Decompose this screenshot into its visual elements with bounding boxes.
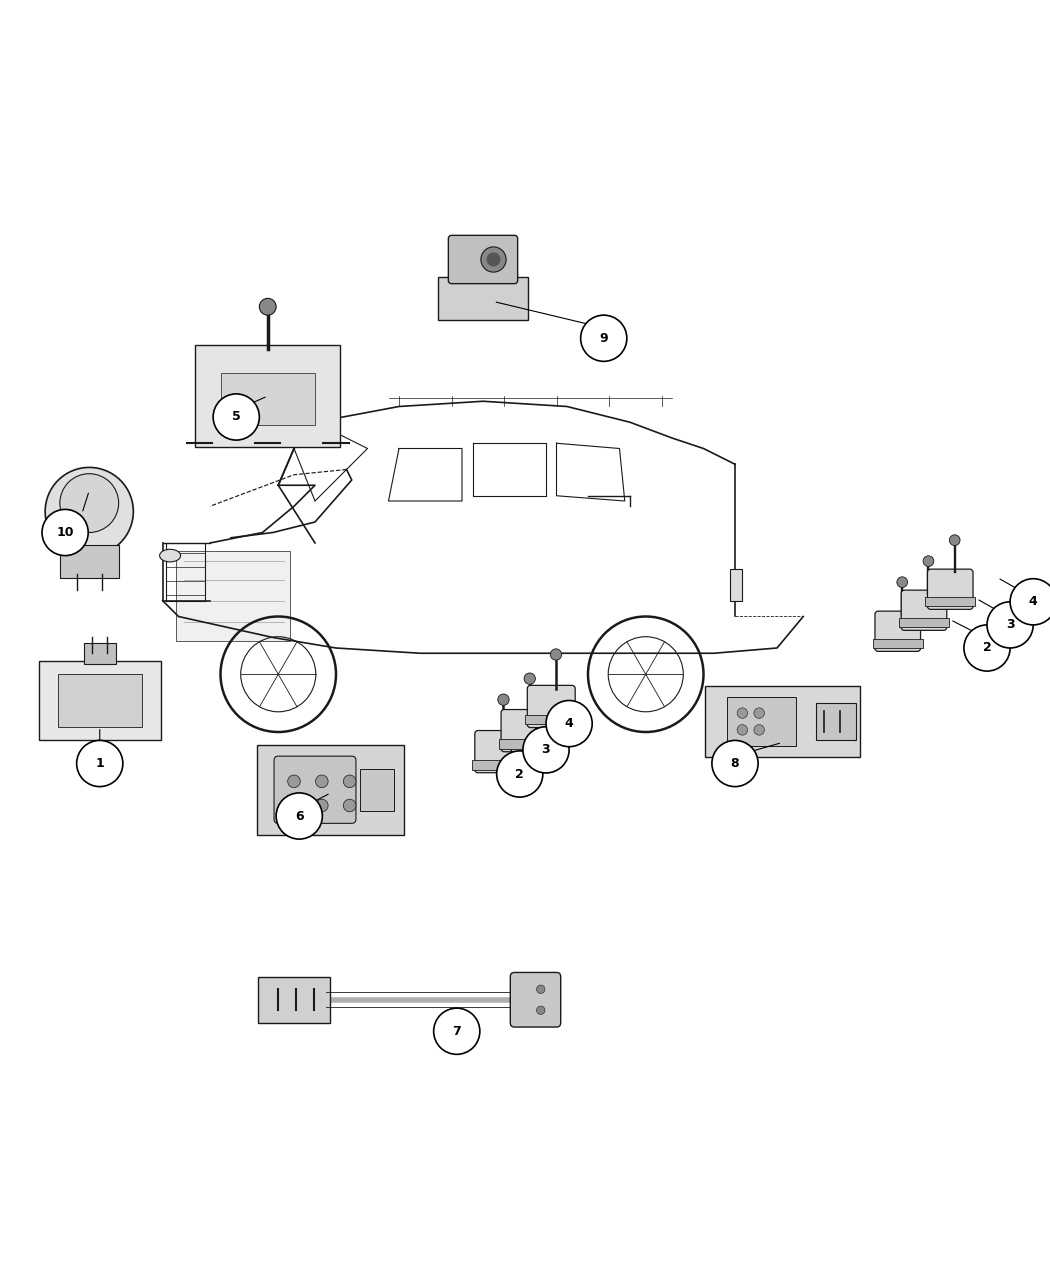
Circle shape bbox=[288, 775, 300, 788]
Text: 7: 7 bbox=[453, 1025, 461, 1038]
Circle shape bbox=[434, 1009, 480, 1054]
Bar bbox=[176, 551, 290, 640]
Text: 3: 3 bbox=[1006, 618, 1014, 631]
Text: 2: 2 bbox=[516, 768, 524, 780]
Text: 8: 8 bbox=[731, 757, 739, 770]
Circle shape bbox=[213, 394, 259, 440]
Bar bbox=[58, 674, 142, 727]
Circle shape bbox=[343, 775, 356, 788]
Text: 4: 4 bbox=[565, 717, 573, 731]
Text: 6: 6 bbox=[295, 810, 303, 822]
Circle shape bbox=[60, 474, 119, 533]
FancyBboxPatch shape bbox=[875, 611, 921, 652]
FancyBboxPatch shape bbox=[274, 756, 356, 824]
Text: 5: 5 bbox=[232, 411, 240, 423]
Bar bbox=[873, 639, 923, 648]
Circle shape bbox=[315, 775, 328, 788]
FancyBboxPatch shape bbox=[527, 686, 575, 728]
Circle shape bbox=[259, 298, 276, 315]
Bar bbox=[84, 643, 116, 664]
FancyBboxPatch shape bbox=[475, 731, 523, 773]
FancyBboxPatch shape bbox=[258, 977, 330, 1023]
Bar bbox=[525, 715, 578, 724]
Bar bbox=[360, 769, 394, 811]
FancyBboxPatch shape bbox=[257, 745, 404, 835]
FancyBboxPatch shape bbox=[60, 546, 119, 578]
Bar bbox=[899, 618, 949, 627]
Circle shape bbox=[276, 793, 322, 839]
Bar bbox=[816, 703, 856, 741]
FancyBboxPatch shape bbox=[927, 569, 973, 609]
FancyBboxPatch shape bbox=[705, 686, 860, 757]
Circle shape bbox=[1010, 579, 1050, 625]
Text: 1: 1 bbox=[96, 757, 104, 770]
Circle shape bbox=[537, 986, 545, 993]
FancyBboxPatch shape bbox=[195, 344, 340, 448]
Circle shape bbox=[949, 534, 960, 546]
Circle shape bbox=[897, 576, 907, 588]
Circle shape bbox=[498, 694, 509, 705]
Text: 10: 10 bbox=[57, 527, 74, 539]
FancyBboxPatch shape bbox=[448, 236, 518, 283]
Circle shape bbox=[524, 673, 536, 685]
Circle shape bbox=[288, 799, 300, 812]
Circle shape bbox=[523, 727, 569, 773]
Circle shape bbox=[487, 254, 500, 265]
Circle shape bbox=[45, 468, 133, 556]
Circle shape bbox=[546, 700, 592, 747]
FancyBboxPatch shape bbox=[438, 278, 528, 320]
Text: 2: 2 bbox=[983, 641, 991, 654]
Circle shape bbox=[754, 708, 764, 718]
FancyBboxPatch shape bbox=[901, 590, 947, 630]
Bar bbox=[730, 569, 742, 601]
Text: 4: 4 bbox=[1029, 595, 1037, 608]
Bar bbox=[472, 760, 525, 770]
Circle shape bbox=[754, 724, 764, 736]
Circle shape bbox=[712, 741, 758, 787]
Circle shape bbox=[737, 724, 748, 736]
Bar bbox=[499, 740, 551, 748]
FancyBboxPatch shape bbox=[510, 973, 561, 1028]
Bar bbox=[925, 597, 975, 606]
FancyBboxPatch shape bbox=[39, 660, 161, 741]
Circle shape bbox=[537, 1006, 545, 1015]
FancyBboxPatch shape bbox=[501, 709, 549, 752]
Circle shape bbox=[550, 649, 562, 660]
Text: 9: 9 bbox=[600, 332, 608, 344]
Circle shape bbox=[923, 556, 933, 566]
Circle shape bbox=[77, 741, 123, 787]
Circle shape bbox=[343, 799, 356, 812]
Circle shape bbox=[987, 602, 1033, 648]
Circle shape bbox=[581, 315, 627, 361]
Circle shape bbox=[42, 510, 88, 556]
Ellipse shape bbox=[160, 550, 181, 562]
Circle shape bbox=[497, 751, 543, 797]
Circle shape bbox=[315, 799, 328, 812]
Text: 3: 3 bbox=[542, 743, 550, 756]
FancyBboxPatch shape bbox=[727, 697, 796, 746]
Circle shape bbox=[964, 625, 1010, 671]
Bar bbox=[220, 372, 315, 426]
Circle shape bbox=[737, 708, 748, 718]
Circle shape bbox=[481, 247, 506, 272]
